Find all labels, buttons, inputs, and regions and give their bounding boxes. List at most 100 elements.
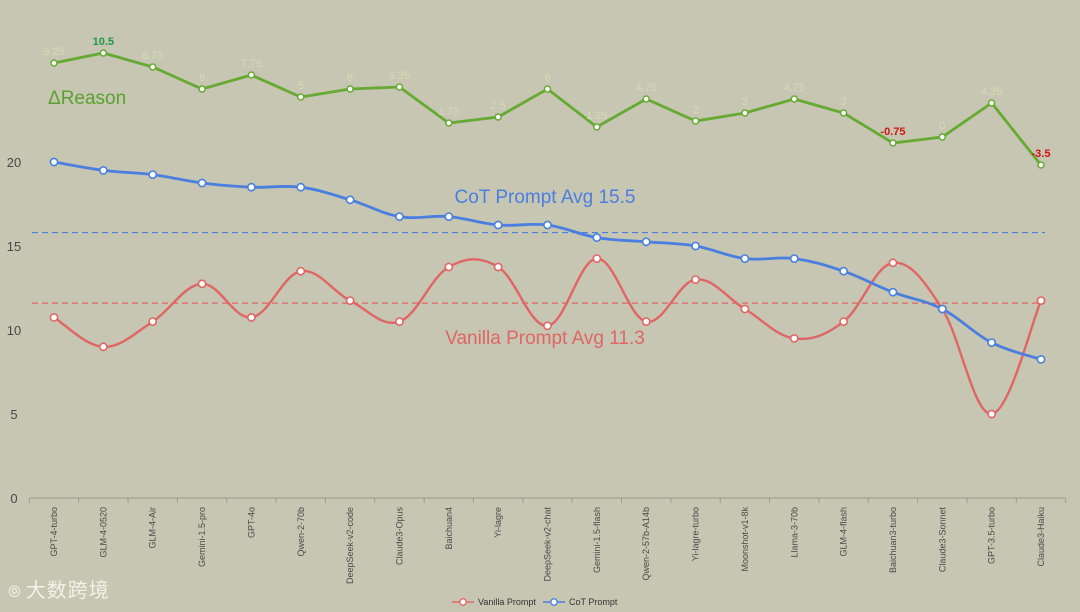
cot-point — [987, 338, 997, 347]
delta-data-label: 2.5 — [491, 100, 506, 112]
legend-label: CoT Prompt — [569, 597, 618, 607]
cot-point — [937, 304, 947, 314]
delta-point — [938, 133, 947, 141]
watermark-logo: ⦾ 大数跨境 — [8, 574, 110, 603]
vanilla-point — [49, 312, 59, 322]
x-tick-label: Claude3-Haiku — [1036, 507, 1046, 567]
cot-point — [740, 254, 750, 263]
cot-point — [148, 170, 158, 179]
cot-point — [592, 233, 602, 242]
delta-data-label: 4.75 — [635, 82, 656, 94]
legend-swatch-marker — [550, 598, 558, 606]
legend-swatch-marker — [459, 598, 467, 606]
delta-data-label: -0.75 — [880, 126, 905, 138]
delta-data-label: 0 — [939, 120, 945, 132]
x-tick-label: Claude3-Sonnet — [937, 507, 947, 573]
vanilla-point — [246, 312, 256, 322]
vanilla-point — [641, 317, 651, 326]
delta-point — [395, 83, 404, 91]
cot-point — [641, 237, 651, 247]
delta-data-label: 8.75 — [142, 50, 163, 62]
vanilla-point — [493, 262, 503, 272]
delta-data-label: 9.25 — [43, 46, 64, 58]
x-tick-label: GPT-4o — [246, 507, 256, 538]
delta-point — [1037, 161, 1045, 169]
y-tick-label: 20 — [7, 155, 21, 170]
delta-point — [346, 85, 354, 93]
delta-point — [50, 59, 58, 67]
delta-data-label: 4.75 — [784, 82, 805, 94]
delta-data-label: 5 — [298, 80, 304, 92]
logo-icon: ⦾ — [8, 582, 22, 601]
vanilla-point — [345, 296, 355, 305]
cot-point — [246, 182, 256, 192]
cot-point — [543, 220, 552, 230]
x-tick-label: Yi-lagre-turbo — [691, 507, 701, 561]
x-tick-label: Qwen-2-57b-A14b — [641, 507, 651, 581]
y-tick-label: 15 — [7, 239, 21, 254]
vanilla-point — [592, 254, 602, 263]
cot-point — [493, 220, 503, 230]
delta-data-label: 1.25 — [586, 110, 607, 122]
delta-point — [297, 93, 305, 101]
delta-point — [198, 85, 206, 93]
average-label: Vanilla Prompt Avg 11.3 — [445, 328, 645, 349]
x-tick-label: Gemini-1.5-pro — [197, 507, 207, 567]
delta-point — [247, 71, 256, 79]
delta-point — [543, 85, 552, 93]
delta-data-label: 3 — [742, 96, 748, 108]
delta-point — [889, 139, 897, 147]
x-tick-label: Yi-lagre — [493, 507, 503, 538]
delta-data-label: 3 — [841, 96, 847, 108]
x-tick-label: Llama-3-70b — [789, 507, 799, 558]
delta-data-label: 10.5 — [93, 36, 114, 48]
x-tick-label: Moonshot-v1-8k — [740, 507, 750, 572]
x-tick-label: GLM-4-Air — [148, 507, 158, 549]
delta-series-title: ΔReason — [48, 88, 126, 109]
delta-point — [642, 95, 650, 103]
series-line-delta — [53, 51, 1043, 166]
x-tick-label: Baichuan4 — [444, 507, 454, 550]
delta-data-label: 2 — [692, 104, 698, 116]
x-tick-label: GLM-4-flash — [839, 507, 849, 557]
vanilla-point — [444, 262, 454, 272]
delta-data-label: 6.25 — [389, 70, 410, 82]
vanilla-point — [98, 342, 108, 352]
x-tick-label: DeepSeek-v2-chat — [543, 507, 553, 582]
vanilla-point — [987, 409, 997, 419]
y-tick-label: 10 — [7, 323, 21, 338]
delta-data-label: 7.75 — [241, 58, 262, 70]
legend-label: Vanilla Prompt — [478, 597, 536, 607]
x-tick-label: Claude3-Opus — [394, 507, 404, 566]
delta-point — [99, 49, 108, 57]
delta-point — [445, 119, 453, 127]
delta-point — [987, 99, 996, 107]
cot-point — [98, 165, 108, 175]
cot-point — [1036, 354, 1046, 364]
x-tick-label: Qwen-2-70b — [296, 507, 306, 557]
x-tick-label: GPT-3.5-turbo — [987, 507, 997, 564]
cot-point — [839, 266, 848, 276]
vanilla-point — [148, 317, 158, 326]
vanilla-point — [1036, 296, 1046, 305]
cot-point — [296, 182, 306, 192]
vanilla-point — [296, 266, 306, 276]
delta-point — [148, 63, 157, 71]
x-tick-label: DeepSeek-v2-code — [345, 507, 355, 584]
x-tick-label: GPT-4-turbo — [49, 507, 59, 557]
delta-data-label: 6 — [544, 72, 550, 84]
x-tick-label: GLM-4-0520 — [98, 507, 108, 558]
x-tick-label: Gemini-1.5-flash — [592, 507, 602, 573]
vanilla-point — [197, 279, 207, 289]
x-tick-label: Baichuan3-turbo — [888, 507, 898, 573]
delta-point — [790, 95, 798, 103]
delta-point — [494, 113, 502, 121]
y-tick-label: 0 — [10, 491, 17, 506]
vanilla-point — [691, 275, 700, 284]
delta-data-label: -3.5 — [1032, 148, 1051, 160]
vanilla-point — [395, 317, 404, 326]
y-tick-label: 5 — [10, 407, 17, 422]
vanilla-point — [888, 258, 898, 268]
